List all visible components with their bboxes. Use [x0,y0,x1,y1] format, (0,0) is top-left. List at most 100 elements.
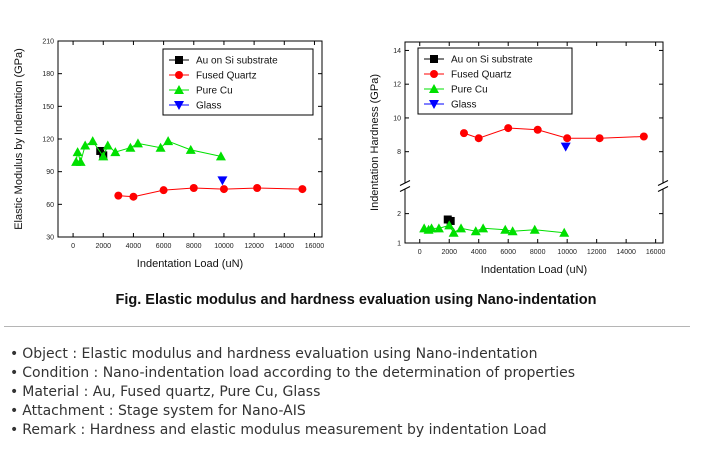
info-label: Attachment [22,403,105,419]
data-point [444,220,455,230]
series-au-on-si-substrate [443,215,455,225]
x-tick-label: 6000 [500,249,516,256]
x-tick-label: 8000 [186,243,202,250]
data-point [298,185,307,194]
x-tick-label: 16000 [305,243,325,250]
info-item-remark: • Remark : Hardness and elastic modulus m… [10,422,547,438]
x-tick-label: 14000 [616,249,636,256]
data-point [478,223,489,233]
data-point [433,223,444,233]
x-tick-label: 2000 [441,249,457,256]
y-tick-label: 8 [397,149,401,156]
legend-label: Au on Si substrate [196,56,278,67]
data-point [456,223,467,233]
legend-marker [175,71,183,79]
series-fused-quartz [114,184,307,201]
data-point [219,185,228,194]
x-axis-title: Indentation Load (uN) [137,258,243,270]
legend-marker [174,101,184,110]
x-tick-label: 12000 [587,249,607,256]
axis-break-gap [399,183,411,190]
info-label: Remark [22,422,77,438]
info-text: Hardness and elastic modulus measurement… [89,422,547,438]
data-point [639,132,648,141]
x-tick-label: 10000 [214,243,234,250]
series-pure-cu [419,220,570,237]
y-axis-title: Indentation Hardness (GPa) [369,74,381,211]
data-point [533,125,542,134]
x-tick-label: 4000 [471,249,487,256]
bullet-icon: • [10,384,19,400]
data-point [426,223,437,233]
legend-marker [430,70,438,78]
data-point [98,151,109,161]
info-item-condition: • Condition : Nano-indentation load accor… [10,365,576,381]
legend-marker [175,56,183,64]
data-point [87,136,98,146]
bullet-icon: • [10,403,19,419]
legend-marker [429,100,439,109]
data-point [470,226,481,236]
y-tick-label: 180 [42,71,54,78]
legend-marker [430,55,438,63]
x-tick-label: 10000 [557,249,577,256]
info-label: Material [22,384,80,400]
data-point [217,176,228,186]
axis-break-gap [657,183,669,190]
legend-label: Fused Quartz [451,70,512,81]
info-label: Object [22,346,68,362]
data-point [96,146,105,155]
data-point [448,227,459,237]
legend-label: Glass [451,100,477,111]
axis-break-mark [399,186,411,192]
data-point [102,140,113,150]
data-point [80,140,91,150]
data-point [507,226,518,236]
data-point [159,186,168,195]
data-point [253,184,262,192]
data-point [185,144,196,154]
y-tick-label: 60 [46,202,54,209]
data-point [75,156,86,166]
info-list: • Object : Elastic modulus and hardness e… [10,345,575,440]
y-tick-label: 90 [46,169,54,176]
data-point [110,147,121,157]
data-point [446,216,455,225]
axis-break-mark [657,180,669,186]
data-point [125,142,136,152]
data-point [559,227,570,237]
y-tick-label: 210 [42,39,54,46]
legend-label: Fused Quartz [196,71,257,82]
data-point [163,136,174,146]
y-tick-label: 150 [42,104,54,111]
info-text: Stage system for Nano-AIS [117,403,306,419]
data-point [529,224,540,234]
x-tick-label: 12000 [244,243,264,250]
y-tick-label: 30 [46,235,54,242]
figure-caption: Fig. Elastic modulus and hardness evalua… [115,292,597,308]
y-tick-label: 12 [393,82,401,89]
data-point [459,129,468,138]
legend-label: Glass [196,101,222,112]
data-point [500,224,511,234]
x-axis-title: Indentation Load (uN) [481,264,587,276]
data-point [595,134,604,143]
data-point [474,134,483,143]
x-tick-label: 0 [71,243,75,250]
data-point [504,124,513,133]
info-item-attachment: • Attachment : Stage system for Nano-AIS [10,403,306,419]
divider [4,326,690,327]
y-axis-title: Elastic Modulus by Indentation (GPa) [13,48,25,230]
x-tick-label: 0 [418,249,422,256]
plot-frame [404,41,664,244]
x-tick-label: 4000 [126,243,142,250]
axis-break-mark [399,180,411,186]
legend-marker [429,84,439,93]
info-label: Condition [22,365,90,381]
series-fused-quartz [459,124,648,143]
bullet-icon: • [10,422,19,438]
legend-label: Pure Cu [196,86,233,97]
bullet-icon: • [10,365,19,381]
y-tick-label: 10 [393,115,401,122]
legend-marker [174,85,184,94]
